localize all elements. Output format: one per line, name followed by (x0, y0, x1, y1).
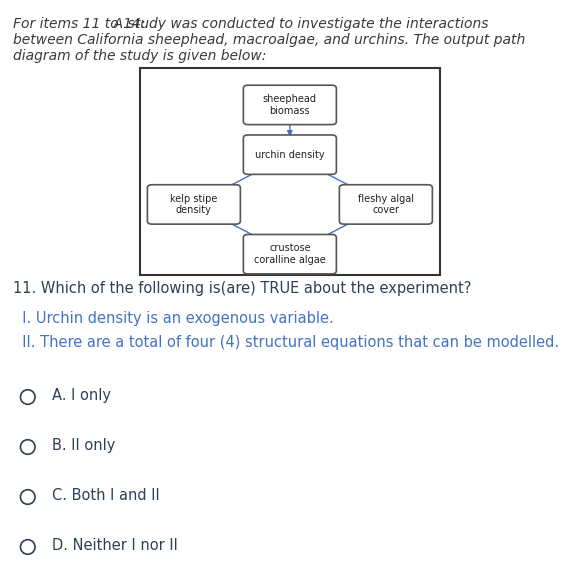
Text: fleshy algal
cover: fleshy algal cover (358, 194, 414, 215)
Text: I. Urchin density is an exogenous variable.: I. Urchin density is an exogenous variab… (13, 311, 334, 326)
FancyBboxPatch shape (339, 185, 432, 224)
FancyBboxPatch shape (243, 235, 336, 274)
Text: crustose
coralline algae: crustose coralline algae (254, 243, 326, 265)
FancyBboxPatch shape (243, 135, 336, 174)
Text: D. Neither I nor II: D. Neither I nor II (52, 538, 178, 553)
FancyBboxPatch shape (147, 185, 240, 224)
Text: A study was conducted to investigate the interactions
between California sheephe: A study was conducted to investigate the… (13, 17, 525, 64)
Text: C. Both I and II: C. Both I and II (52, 488, 160, 503)
FancyBboxPatch shape (243, 85, 336, 124)
FancyBboxPatch shape (140, 68, 440, 275)
Text: 11. Which of the following is(are) TRUE about the experiment?: 11. Which of the following is(are) TRUE … (13, 281, 471, 296)
Text: sheephead
biomass: sheephead biomass (263, 94, 317, 116)
Text: B. II only: B. II only (52, 438, 116, 453)
Text: urchin density: urchin density (255, 149, 325, 160)
Text: II. There are a total of four (4) structural equations that can be modelled.: II. There are a total of four (4) struct… (13, 335, 559, 350)
Text: For items 11 to 14:: For items 11 to 14: (13, 17, 145, 31)
Text: A. I only: A. I only (52, 388, 111, 403)
Text: kelp stipe
density: kelp stipe density (170, 194, 217, 215)
